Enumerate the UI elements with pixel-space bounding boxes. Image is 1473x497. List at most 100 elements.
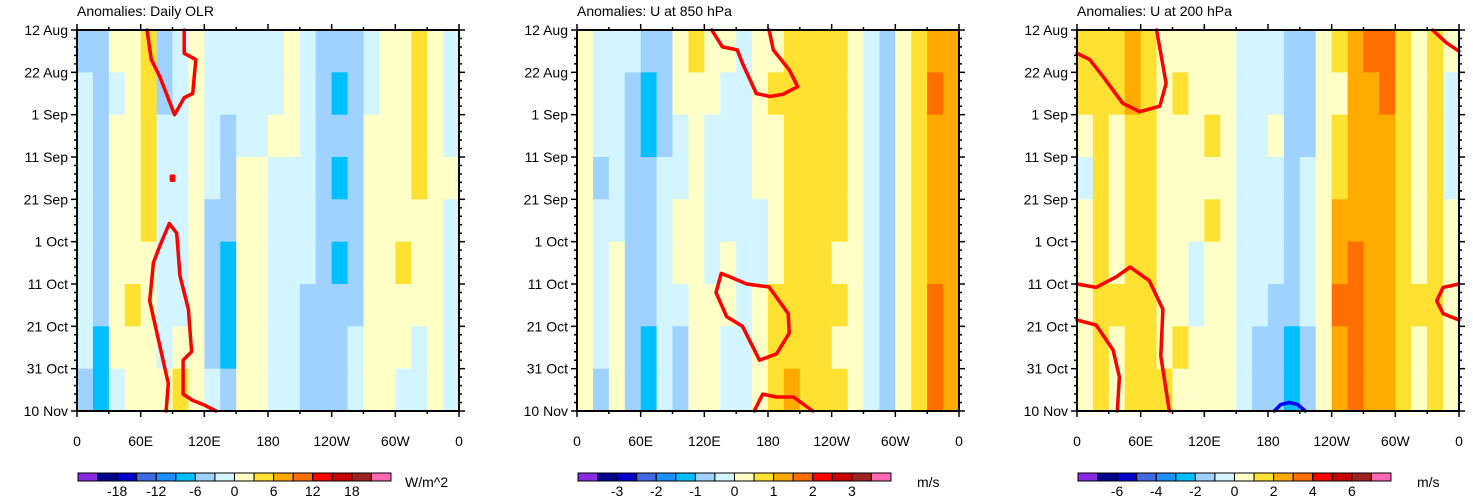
- field-cell: [1379, 199, 1396, 243]
- field-cell: [252, 199, 269, 243]
- field-cell: [1443, 72, 1460, 116]
- field-cell: [1315, 72, 1333, 116]
- field-cell: [411, 199, 428, 243]
- colorbar-box: [116, 472, 138, 482]
- field-cell: [704, 114, 721, 158]
- field-cell: [1363, 326, 1381, 370]
- field-cell: [252, 284, 269, 327]
- colorbar-label: -3: [611, 483, 624, 497]
- field-cell: [395, 157, 412, 200]
- field-cell: [379, 114, 396, 158]
- field-cell: [799, 30, 817, 73]
- colorbar-box: [597, 472, 618, 482]
- field-cell: [1268, 72, 1285, 116]
- colorbar-box: [1331, 472, 1353, 482]
- field-cell: [1283, 30, 1301, 73]
- field-cell: [363, 72, 381, 116]
- field-cell: [1156, 114, 1174, 158]
- field-cell: [577, 30, 594, 73]
- field-cell: [927, 284, 944, 327]
- field-cell: [347, 72, 365, 116]
- field-cell: [1124, 114, 1142, 158]
- field-cell: [1411, 114, 1428, 158]
- field-cell: [831, 241, 849, 285]
- field-cell: [783, 114, 801, 158]
- field-cell: [847, 157, 865, 200]
- field-cell: [1268, 326, 1285, 370]
- field-cell: [577, 368, 594, 412]
- colorbar-label: 6: [270, 483, 278, 497]
- field-cell: [815, 114, 833, 158]
- field-cell: [411, 326, 428, 370]
- x-tick-label: 180: [756, 433, 780, 449]
- field-cell: [172, 199, 190, 243]
- field-cell: [220, 199, 237, 243]
- field-cell: [704, 241, 721, 285]
- colorbar: -3 -2 -1 0 1 2 3: [577, 472, 892, 497]
- field-cell: [911, 114, 928, 158]
- field-cell: [268, 157, 285, 200]
- field-cell: [656, 368, 674, 412]
- colorbar-box: [1155, 472, 1177, 482]
- colorbar-box: [1136, 472, 1157, 482]
- field-cell: [156, 199, 174, 243]
- y-tick-label: 1 Sep: [531, 107, 568, 123]
- field-cell: [656, 114, 674, 158]
- field-cell: [688, 30, 705, 73]
- y-tick-label: 31 Oct: [527, 361, 568, 377]
- field-cell: [379, 199, 396, 243]
- field-cell: [427, 326, 444, 370]
- field-cell: [608, 114, 626, 158]
- field-cell: [847, 114, 865, 158]
- field-cell: [1411, 30, 1428, 73]
- field-cell: [156, 114, 174, 158]
- field-cell: [1172, 284, 1190, 327]
- field-cell: [927, 326, 944, 370]
- field-cell: [1283, 199, 1301, 243]
- field-cell: [943, 241, 960, 285]
- field-cell: [783, 326, 801, 370]
- field-cell: [720, 326, 737, 370]
- field-cell: [1236, 241, 1253, 285]
- y-tick-label: 10 Nov: [1024, 403, 1068, 419]
- field-cell: [672, 30, 690, 73]
- field-cell: [1077, 241, 1094, 285]
- field-cell: [1188, 72, 1205, 116]
- field-cell: [315, 326, 333, 370]
- field-cell: [1283, 368, 1301, 412]
- field-cell: [156, 30, 174, 73]
- field-cell: [863, 157, 881, 200]
- field-cell: [220, 368, 237, 412]
- x-tick-label: 0: [455, 433, 463, 449]
- field-cell: [1092, 199, 1110, 243]
- field-cell: [395, 284, 412, 327]
- field-cell: [879, 114, 896, 158]
- colorbar-box: [733, 472, 755, 482]
- field-cell: [831, 30, 849, 73]
- field-cell: [124, 30, 142, 73]
- field-cell: [1188, 114, 1205, 158]
- colorbar-units: W/m^2: [405, 474, 448, 490]
- field-cell: [1347, 368, 1365, 412]
- field-cell: [395, 114, 412, 158]
- field-cell: [1379, 284, 1396, 327]
- field-cell: [863, 241, 881, 285]
- field-cell: [1283, 72, 1301, 116]
- field-cell: [1108, 30, 1126, 73]
- field-cell: [943, 199, 960, 243]
- field-cell: [92, 72, 110, 116]
- field-cell: [1140, 30, 1158, 73]
- field-cell: [1299, 72, 1317, 116]
- field-cell: [815, 284, 833, 327]
- field-cell: [363, 199, 381, 243]
- field-cell: [704, 72, 721, 116]
- field-cell: [592, 114, 610, 158]
- field-cell: [799, 241, 817, 285]
- field-cell: [443, 157, 460, 200]
- field-cell: [1395, 368, 1412, 412]
- field-cell: [92, 326, 110, 370]
- field-cell: [895, 114, 912, 158]
- field-cell: [847, 368, 865, 412]
